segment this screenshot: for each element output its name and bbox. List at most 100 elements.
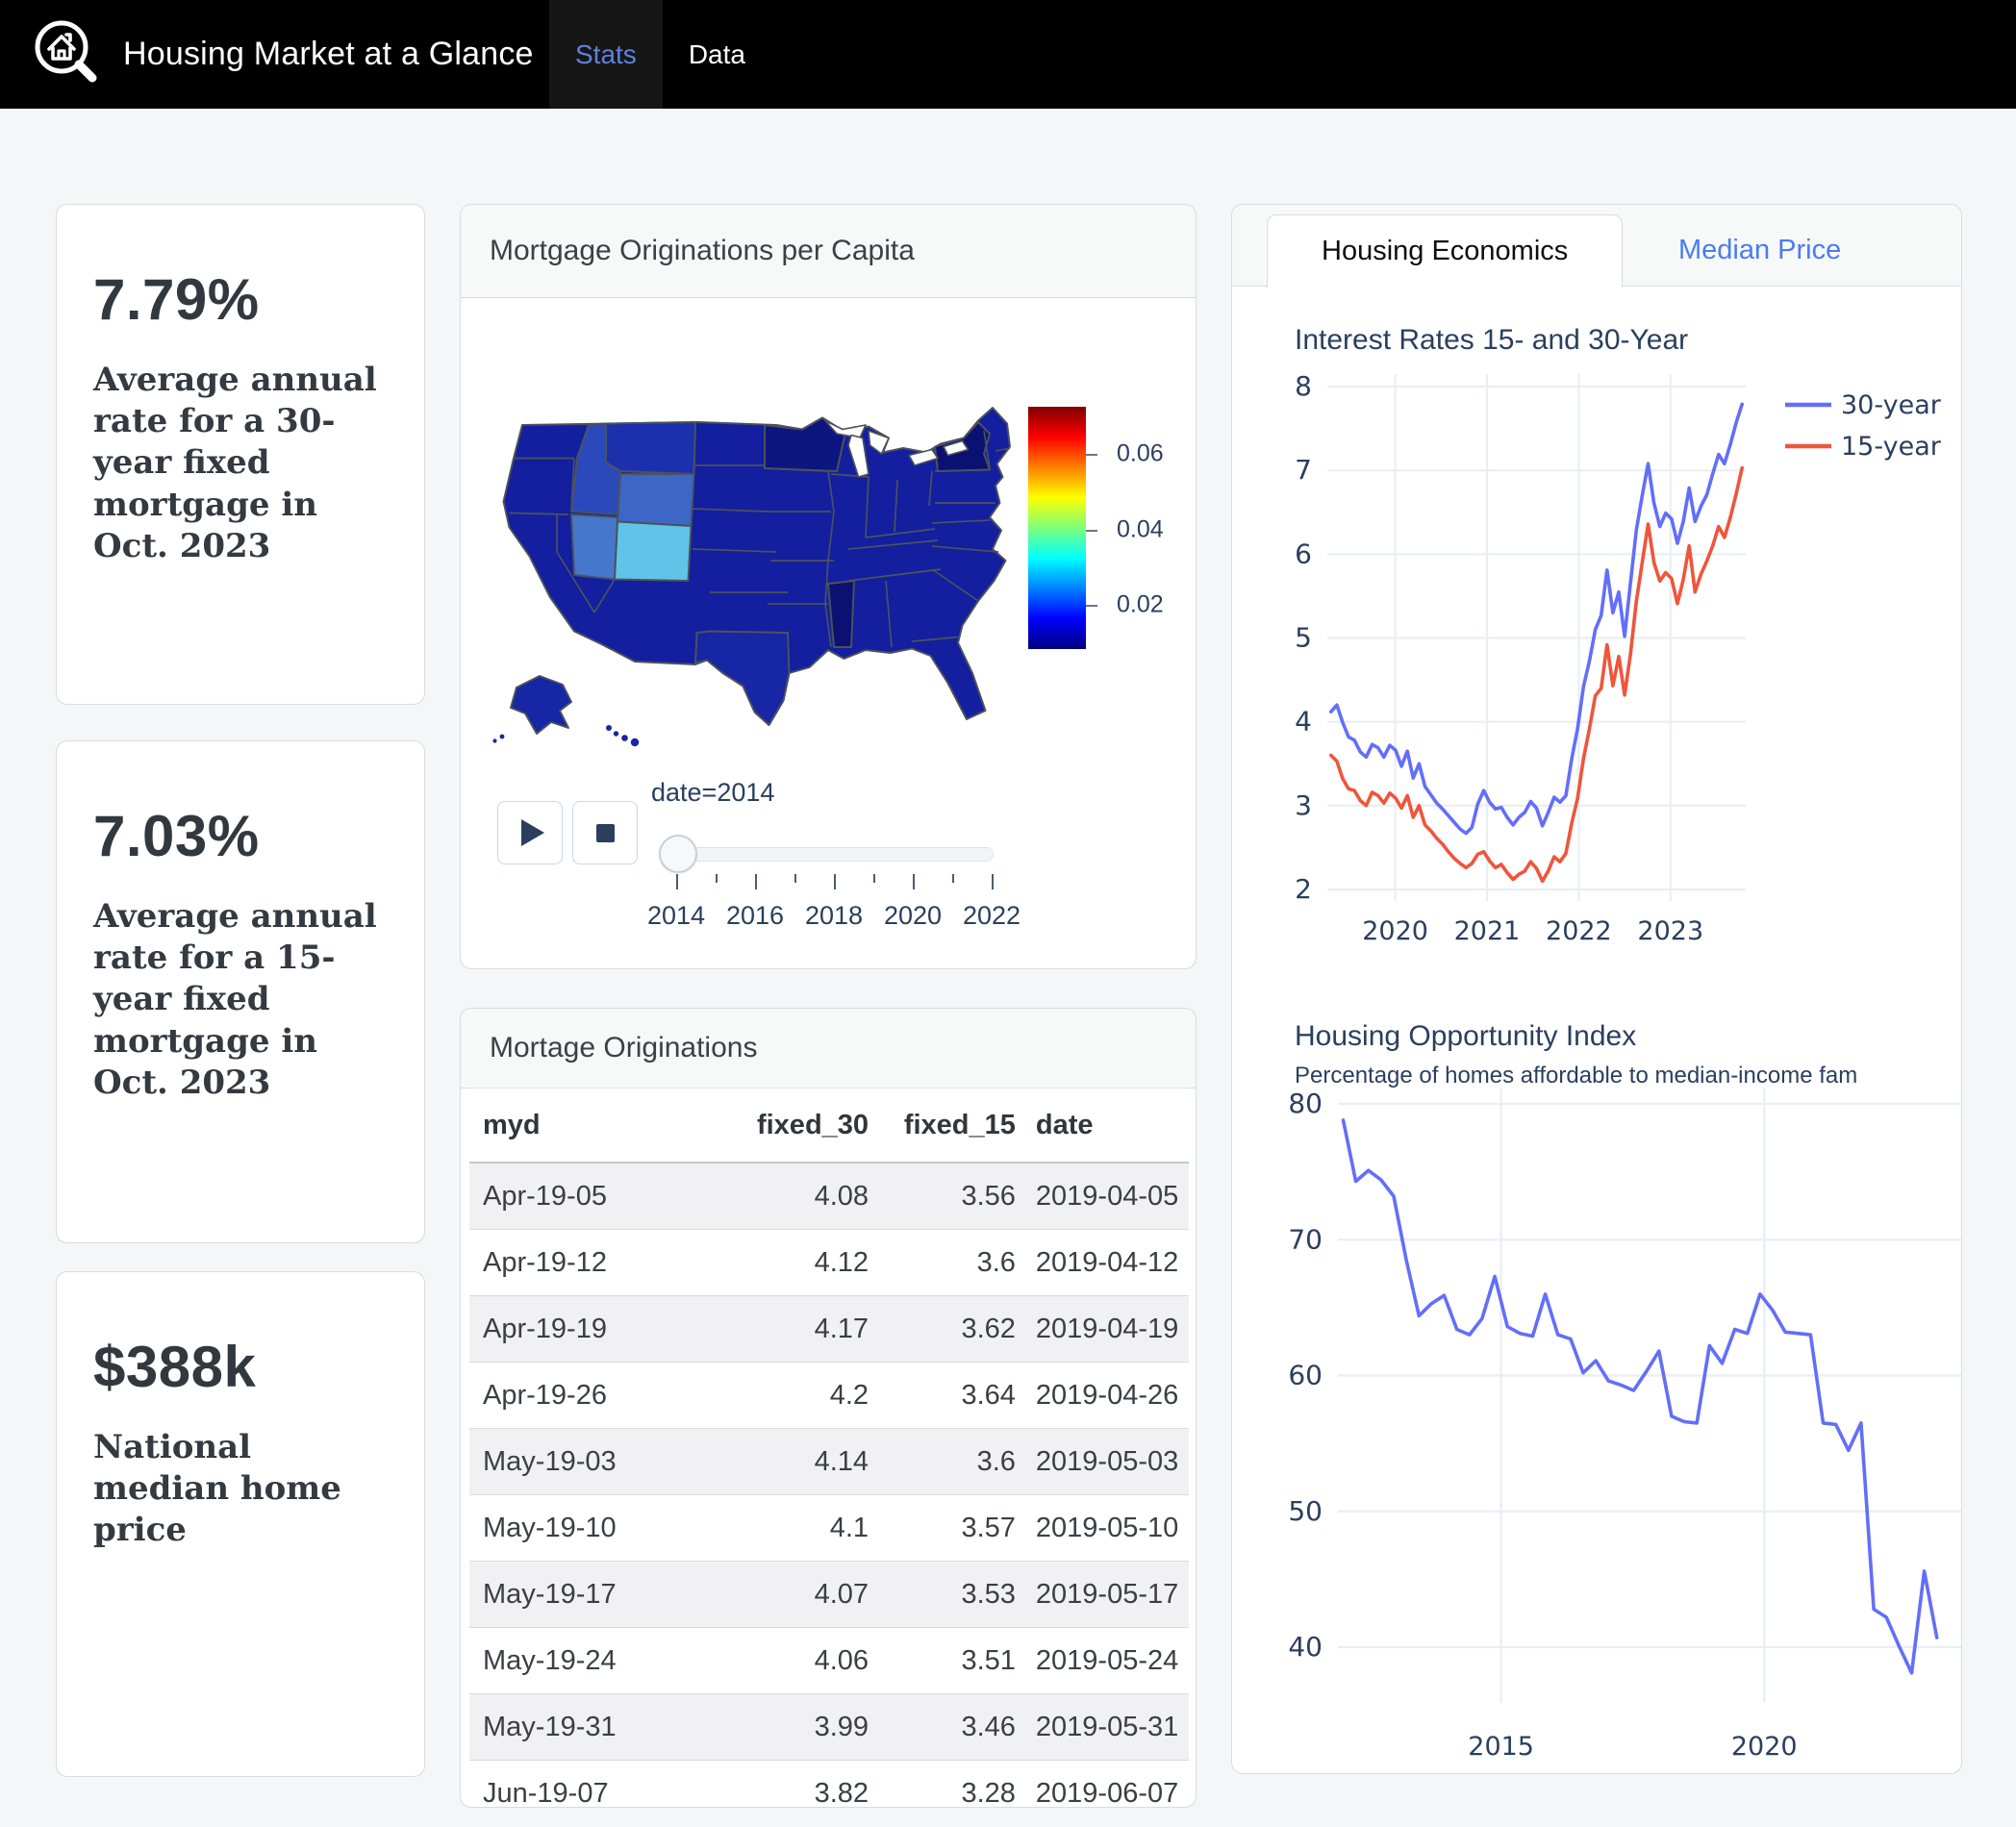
slider-axis-tick — [913, 874, 915, 889]
svg-text:80: 80 — [1288, 1088, 1323, 1119]
series-line-30-year — [1329, 402, 1745, 836]
table-cell: 4.12 — [714, 1229, 870, 1296]
nav-tab-stats[interactable]: Stats — [549, 0, 663, 109]
house-magnifier-icon — [31, 17, 104, 90]
table-cell: 3.82 — [714, 1760, 870, 1807]
svg-text:2021: 2021 — [1454, 916, 1521, 946]
stat-value-median-price: $388k — [93, 1335, 257, 1399]
table-cell: 4.17 — [714, 1295, 870, 1363]
table-cell: 2019-06-07 — [1016, 1760, 1189, 1807]
slider-current-value: date=2014 — [651, 778, 775, 807]
state-hawaii[interactable] — [492, 725, 640, 747]
svg-text:40: 40 — [1288, 1631, 1323, 1663]
slider-axis-tick — [794, 874, 796, 883]
colorbar-label-low: 0.02 — [1117, 590, 1164, 618]
date-slider-handle[interactable] — [659, 835, 697, 873]
table-cell: 3.62 — [869, 1295, 1017, 1363]
svg-text:2020: 2020 — [1731, 1732, 1798, 1761]
hoi-line-chart[interactable]: 2015 2020 40 50 60 70 80 — [1232, 1088, 1962, 1761]
table-row: Apr-19-12 4.12 3.6 2019-04-12 — [469, 1229, 1189, 1296]
table-row: May-19-24 4.06 3.51 2019-05-24 — [469, 1627, 1189, 1694]
table-cell: 2019-05-24 — [1016, 1627, 1189, 1694]
table-cell: 3.6 — [869, 1428, 1017, 1495]
state-montana[interactable] — [605, 421, 696, 475]
interest-rates-line-chart[interactable]: 2020 2021 2022 2023 2 3 4 5 6 7 8 30-year 15-year — [1232, 374, 1962, 999]
table-header-row: myd fixed_30 fixed_15 date — [469, 1088, 1189, 1164]
table-cell: 2019-05-10 — [1016, 1494, 1189, 1562]
svg-text:3: 3 — [1295, 789, 1312, 821]
colorbar-label-mid: 0.04 — [1117, 515, 1164, 543]
column-header-date: date — [1016, 1088, 1189, 1164]
stat-card-15yr: 7.03% Average annual rate for a 15-year … — [56, 740, 425, 1243]
table-cell: 3.46 — [869, 1693, 1017, 1761]
table-row: May-19-17 4.07 3.53 2019-05-17 — [469, 1561, 1189, 1628]
slider-axis-tick — [834, 874, 836, 889]
table-cell: May-19-17 — [469, 1561, 715, 1628]
colorbar-tick — [1086, 530, 1097, 532]
tab-median-price[interactable]: Median Price — [1678, 235, 1842, 265]
table-row: Apr-19-05 4.08 3.56 2019-04-05 — [469, 1163, 1189, 1230]
state-alaska[interactable] — [510, 675, 572, 735]
play-button[interactable] — [497, 801, 563, 864]
stat-value-30yr: 7.79% — [93, 267, 260, 332]
app-header: Housing Market at a Glance Stats Data — [0, 0, 2016, 109]
svg-text:8: 8 — [1295, 374, 1312, 402]
table-cell: Apr-19-12 — [469, 1229, 715, 1296]
table-cell: 2019-05-03 — [1016, 1428, 1189, 1495]
table-cell: 2019-04-12 — [1016, 1229, 1189, 1296]
stop-button[interactable] — [572, 801, 638, 864]
table-cell: 3.6 — [869, 1229, 1017, 1296]
svg-text:2015: 2015 — [1468, 1732, 1534, 1761]
table-row: Jun-19-07 3.82 3.28 2019-06-07 — [469, 1760, 1189, 1807]
us-choropleth-map[interactable] — [482, 386, 1030, 770]
stat-description-30yr: Average annual rate for a 30-year fixed … — [93, 361, 377, 565]
main-nav: Stats Data — [549, 0, 771, 109]
state-texas[interactable] — [694, 630, 791, 726]
table-cell: May-19-24 — [469, 1627, 715, 1694]
stat-value-15yr: 7.03% — [93, 804, 260, 868]
legend-label[interactable]: 30-year — [1841, 390, 1942, 420]
slider-axis-label: 2014 — [646, 901, 706, 930]
table-cell: 2019-05-31 — [1016, 1693, 1189, 1761]
table-cell: 3.51 — [869, 1627, 1017, 1694]
svg-text:2: 2 — [1295, 873, 1312, 905]
table-cell: 2019-04-05 — [1016, 1163, 1189, 1230]
slider-axis-tick — [952, 874, 954, 883]
table-row: May-19-10 4.1 3.57 2019-05-10 — [469, 1494, 1189, 1562]
column-header-myd: myd — [469, 1088, 715, 1164]
state-utah[interactable] — [570, 513, 618, 581]
table-card-title: Mortage Originations — [490, 1032, 758, 1064]
map-colorbar — [1028, 407, 1086, 649]
legend-label[interactable]: 15-year — [1841, 432, 1942, 462]
table-card-header: Mortage Originations — [461, 1009, 1196, 1089]
svg-text:50: 50 — [1288, 1495, 1323, 1527]
play-icon — [521, 819, 544, 846]
stat-card-median-price: $388k National median home price — [56, 1271, 425, 1777]
table-cell: May-19-03 — [469, 1428, 715, 1495]
table-cell: 3.57 — [869, 1494, 1017, 1562]
table-cell: 2019-04-26 — [1016, 1362, 1189, 1429]
svg-text:2022: 2022 — [1546, 916, 1612, 946]
column-header-fixed15: fixed_15 — [869, 1088, 1017, 1164]
slider-axis-label: 2018 — [804, 901, 864, 930]
table-cell: 4.07 — [714, 1561, 870, 1628]
slider-axis-tick — [676, 874, 678, 889]
svg-text:70: 70 — [1288, 1223, 1323, 1255]
state-mississippi[interactable] — [827, 580, 855, 648]
table-cell: 4.08 — [714, 1163, 870, 1230]
table-cell: Apr-19-19 — [469, 1295, 715, 1363]
state-wyoming[interactable] — [617, 473, 695, 527]
state-colorado[interactable] — [614, 520, 693, 582]
interest-rates-chart-title: Interest Rates 15- and 30-Year — [1295, 324, 1689, 356]
map-card-header: Mortgage Originations per Capita — [461, 205, 1196, 298]
table-row: May-19-03 4.14 3.6 2019-05-03 — [469, 1428, 1189, 1495]
nav-tab-data[interactable]: Data — [688, 38, 745, 69]
svg-text:5: 5 — [1295, 622, 1312, 654]
stat-card-30yr: 7.79% Average annual rate for a 30-year … — [56, 204, 425, 705]
table-cell: May-19-31 — [469, 1693, 715, 1761]
date-slider-track[interactable] — [674, 847, 994, 862]
table-cell: 3.53 — [869, 1561, 1017, 1628]
table-row: May-19-31 3.99 3.46 2019-05-31 — [469, 1693, 1189, 1761]
tab-housing-economics[interactable]: Housing Economics — [1267, 214, 1624, 288]
table-cell: 4.2 — [714, 1362, 870, 1429]
